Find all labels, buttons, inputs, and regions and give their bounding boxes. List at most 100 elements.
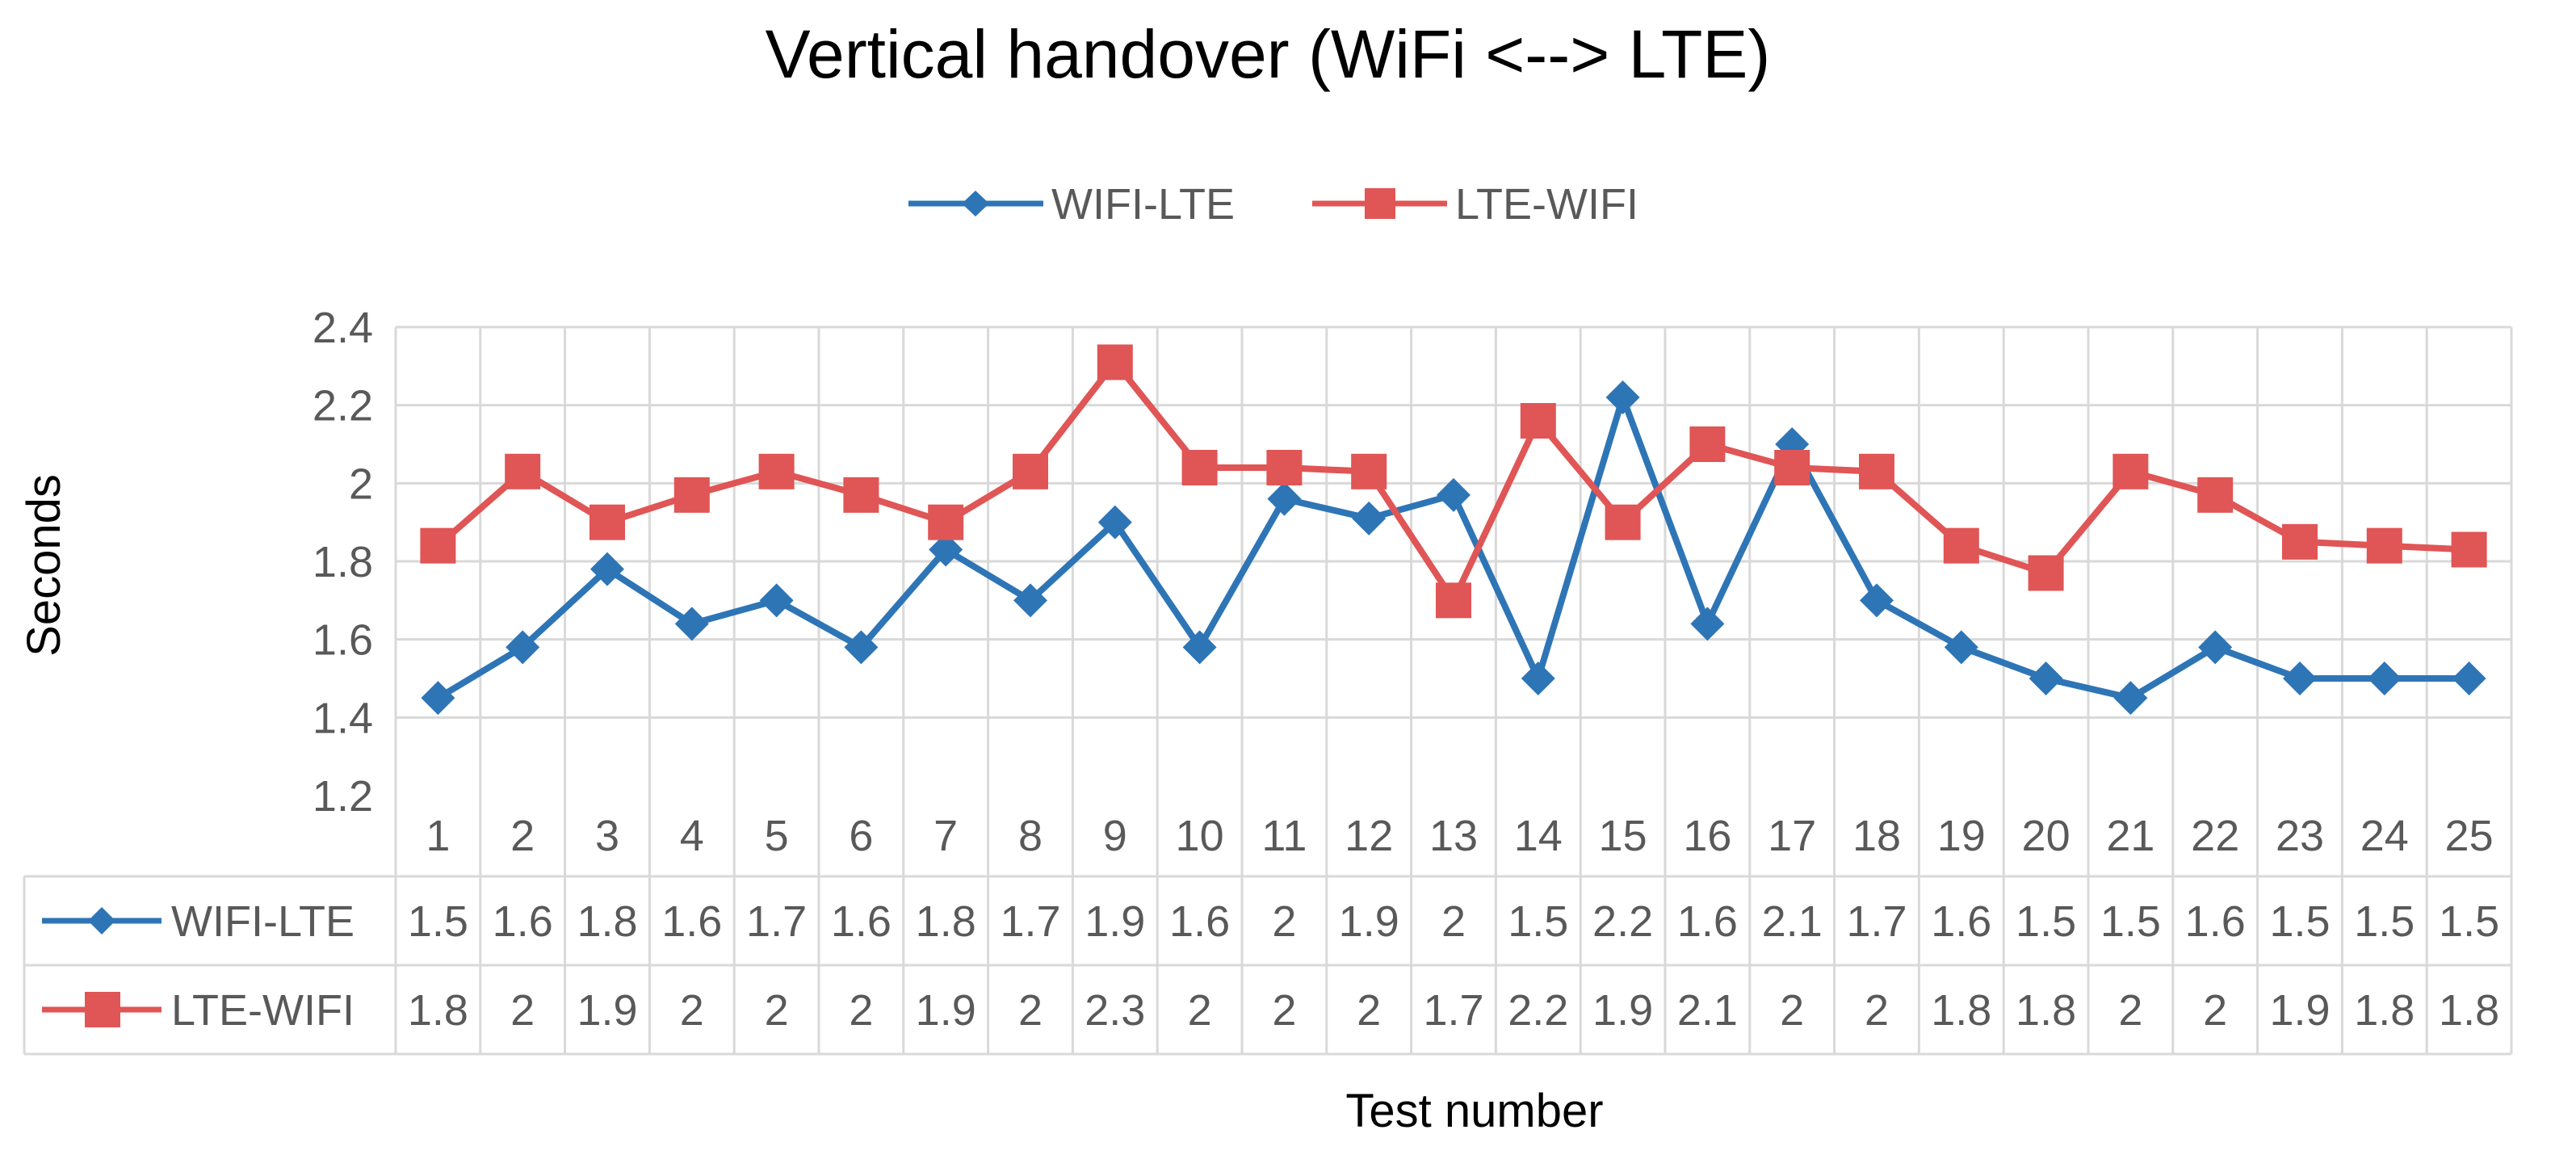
point-wifi-lte bbox=[759, 583, 794, 618]
table-cell: 2 bbox=[510, 986, 535, 1035]
x-tick-label: 5 bbox=[765, 812, 789, 860]
series-lines bbox=[420, 344, 2487, 716]
point-lte-wifi bbox=[928, 504, 964, 540]
point-wifi-lte bbox=[1690, 607, 1725, 641]
point-wifi-lte bbox=[2113, 681, 2148, 716]
x-tick-label: 10 bbox=[1176, 812, 1224, 860]
table-cell: 2 bbox=[1780, 986, 1804, 1035]
table-cell: 1.9 bbox=[1085, 897, 1145, 946]
legend-item-lte-wifi: LTE-WIFI bbox=[1312, 180, 1638, 229]
table-cell: 2 bbox=[1357, 986, 1381, 1035]
table-square-icon bbox=[85, 992, 120, 1027]
table-cell: 1.8 bbox=[577, 897, 637, 946]
y-tick-label: 2.4 bbox=[313, 304, 373, 352]
table-cell: 1.5 bbox=[2439, 897, 2499, 946]
legend-item-wifi-lte: WIFI-LTE bbox=[908, 180, 1235, 229]
point-lte-wifi bbox=[1181, 450, 1218, 485]
point-wifi-lte bbox=[1182, 630, 1217, 665]
x-axis-title: Test number bbox=[1345, 1085, 1603, 1137]
legend-diamond-icon bbox=[962, 191, 989, 216]
x-tick-label: 17 bbox=[1768, 812, 1816, 860]
point-wifi-lte bbox=[421, 681, 455, 716]
point-lte-wifi bbox=[1436, 582, 1471, 619]
point-wifi-lte bbox=[2198, 630, 2233, 665]
point-wifi-lte bbox=[929, 532, 963, 567]
table-cell: 2.2 bbox=[1592, 897, 1653, 946]
legend-label-lte-wifi: LTE-WIFI bbox=[1455, 180, 1638, 229]
point-lte-wifi bbox=[1097, 344, 1133, 380]
legend-label-wifi-lte: WIFI-LTE bbox=[1051, 180, 1235, 229]
x-tick-label: 23 bbox=[2276, 812, 2324, 860]
point-wifi-lte bbox=[2028, 662, 2063, 695]
table-cell: 1.5 bbox=[1508, 897, 1568, 946]
x-tick-label: 22 bbox=[2191, 812, 2239, 860]
x-tick-label: 2 bbox=[510, 812, 535, 860]
table-cell: 2 bbox=[765, 986, 789, 1035]
x-tick-label: 6 bbox=[849, 812, 873, 860]
x-tick-label: 9 bbox=[1103, 812, 1127, 860]
table-cell: 1.8 bbox=[1931, 986, 1991, 1035]
point-lte-wifi bbox=[843, 477, 879, 513]
table-cell: 1.7 bbox=[746, 897, 807, 946]
point-lte-wifi bbox=[420, 527, 456, 564]
point-wifi-lte bbox=[2367, 662, 2402, 695]
table-cell: 2.1 bbox=[1762, 897, 1823, 946]
point-lte-wifi bbox=[1013, 453, 1048, 489]
table-cell: 2 bbox=[2118, 986, 2142, 1035]
table-cell: 1.7 bbox=[1846, 897, 1907, 946]
x-tick-label: 1 bbox=[426, 812, 450, 860]
table-cell: 1.6 bbox=[2185, 897, 2246, 946]
table-series-label: LTE-WIFI bbox=[171, 986, 355, 1035]
table-cell: 1.9 bbox=[577, 986, 637, 1035]
x-tick-label: 12 bbox=[1345, 812, 1393, 860]
point-lte-wifi bbox=[1689, 426, 1726, 462]
data-table: 1 2 3 4 5 6 7 8 9 10 11 12 13 14 15 16 17 18 19 20 21 22 23 24 2… bbox=[23, 812, 2511, 1056]
table-cell: 2 bbox=[849, 986, 873, 1035]
table-cell: 2 bbox=[1272, 986, 1296, 1035]
point-wifi-lte bbox=[1352, 501, 1387, 536]
point-lte-wifi bbox=[2112, 453, 2149, 489]
table-cell: 1.6 bbox=[1931, 897, 1991, 946]
y-axis-title: Seconds bbox=[18, 474, 70, 657]
point-lte-wifi bbox=[2366, 527, 2402, 564]
point-wifi-lte bbox=[1521, 662, 1555, 695]
point-wifi-lte bbox=[506, 630, 540, 665]
table-cell: 2.1 bbox=[1677, 986, 1738, 1035]
point-wifi-lte bbox=[2452, 662, 2486, 695]
x-tick-label: 4 bbox=[680, 812, 704, 860]
table-cell: 1.6 bbox=[1169, 897, 1230, 946]
x-tick-label: 13 bbox=[1429, 812, 1478, 860]
point-lte-wifi bbox=[1266, 450, 1303, 485]
point-lte-wifi bbox=[2451, 531, 2487, 568]
y-tick-label: 1.8 bbox=[313, 538, 373, 586]
table-series-label: WIFI-LTE bbox=[171, 897, 355, 946]
point-lte-wifi bbox=[589, 504, 625, 540]
point-lte-wifi bbox=[1520, 403, 1556, 439]
legend: WIFI-LTE LTE-WIFI bbox=[908, 180, 1638, 229]
y-tick-label: 2 bbox=[349, 460, 373, 508]
y-tick-label: 1.4 bbox=[313, 694, 373, 742]
table-cell: 1.9 bbox=[1339, 897, 1399, 946]
table-cell: 2 bbox=[680, 986, 704, 1035]
y-tick-label: 2.2 bbox=[313, 382, 373, 430]
y-tick-label: 1.6 bbox=[313, 616, 373, 665]
point-lte-wifi bbox=[1774, 450, 1810, 485]
x-tick-label: 3 bbox=[595, 812, 619, 860]
legend-square-icon bbox=[1365, 188, 1395, 219]
table-cell: 1.6 bbox=[831, 897, 892, 946]
x-tick-label: 16 bbox=[1683, 812, 1731, 860]
table-diamond-icon bbox=[88, 907, 115, 934]
x-tick-label: 11 bbox=[1261, 812, 1307, 860]
point-lte-wifi bbox=[2282, 523, 2318, 560]
point-wifi-lte bbox=[590, 552, 624, 586]
table-cell: 1.7 bbox=[1000, 897, 1060, 946]
table-cell: 2 bbox=[1272, 897, 1296, 946]
point-wifi-lte bbox=[1944, 630, 1978, 665]
table-cell: 1.5 bbox=[408, 897, 468, 946]
table-cell: 2 bbox=[1188, 986, 1212, 1035]
y-axis-ticks: 1.2 1.4 1.6 1.8 2 2.2 2.4 bbox=[313, 304, 373, 821]
point-wifi-lte bbox=[1860, 583, 1894, 618]
x-tick-label: 25 bbox=[2445, 812, 2494, 860]
point-lte-wifi bbox=[1943, 527, 1979, 564]
